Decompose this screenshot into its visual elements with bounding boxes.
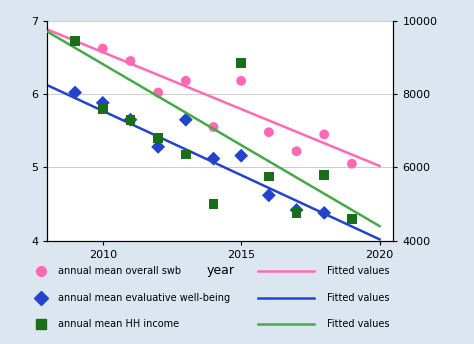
Point	[348, 161, 356, 166]
Point	[348, 259, 356, 264]
Point	[182, 152, 190, 157]
Point	[237, 153, 245, 159]
Point	[99, 46, 107, 51]
Point	[293, 149, 301, 154]
Point	[320, 172, 328, 178]
Text: Fitted values: Fitted values	[327, 293, 389, 303]
Text: Fitted values: Fitted values	[327, 266, 389, 276]
Point	[320, 210, 328, 216]
Point	[210, 156, 217, 161]
Point	[182, 78, 190, 84]
Point	[182, 117, 190, 122]
Point	[265, 129, 273, 135]
Point	[155, 144, 162, 150]
Point	[210, 124, 217, 130]
X-axis label: year: year	[206, 264, 235, 277]
Text: annual mean overall swb: annual mean overall swb	[58, 266, 181, 276]
Point	[71, 39, 79, 44]
Point	[348, 216, 356, 222]
Point	[155, 90, 162, 95]
Point	[99, 100, 107, 106]
Point	[155, 135, 162, 141]
Point	[71, 90, 79, 95]
Point	[127, 117, 134, 122]
Point	[320, 132, 328, 137]
Point	[293, 211, 301, 216]
Point	[71, 38, 79, 44]
Point	[127, 58, 134, 64]
Point	[265, 174, 273, 179]
Text: annual mean evaluative well-being: annual mean evaluative well-being	[58, 293, 230, 303]
Text: Fitted values: Fitted values	[327, 320, 389, 330]
Point	[127, 117, 134, 122]
Point	[237, 78, 245, 84]
Point	[237, 60, 245, 66]
Text: annual mean HH income: annual mean HH income	[58, 320, 179, 330]
Point	[265, 193, 273, 198]
Point	[293, 207, 301, 213]
Point	[210, 201, 217, 207]
Point	[99, 106, 107, 111]
